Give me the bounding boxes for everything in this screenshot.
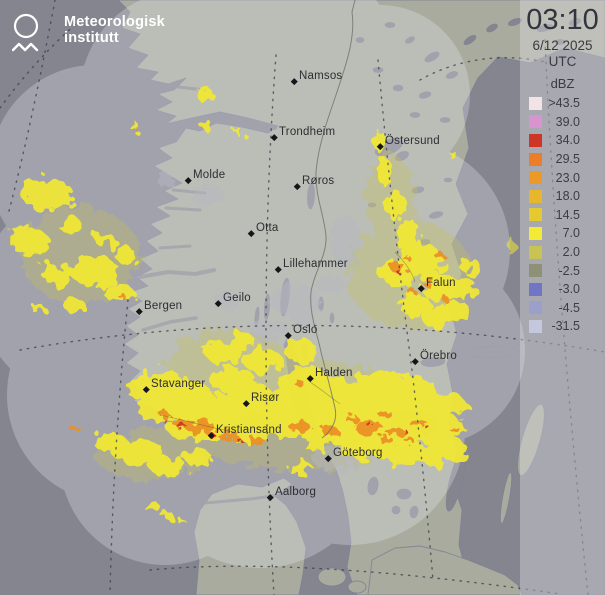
legend-row: -3.0	[520, 280, 605, 299]
legend-value: >43.5	[548, 96, 580, 111]
legend-row: -4.5	[520, 299, 605, 318]
legend-color-swatch	[529, 282, 542, 296]
legend-unit: dBZ	[550, 76, 575, 91]
legend-scale: >43.5 39.0 34.0 29.5 23.0 18.0 14.5 7.0 2.0 -2.5 -…	[520, 94, 605, 336]
legend-row: >43.5	[520, 94, 605, 113]
legend-color-swatch	[529, 115, 542, 129]
legend-value: 39.0	[555, 114, 580, 129]
clock-time: 03:10	[526, 4, 599, 36]
legend-row: 18.0	[520, 187, 605, 206]
legend-value: -2.5	[558, 263, 580, 278]
met-logo-line2: institutt	[64, 29, 119, 46]
legend-color-swatch	[529, 171, 542, 185]
met-logo-icon	[12, 13, 39, 52]
legend-value: 2.0	[562, 245, 580, 260]
met-logo-text: Meteorologisk institutt	[64, 14, 165, 54]
legend-value: 7.0	[562, 226, 580, 241]
legend-value: 23.0	[555, 170, 580, 185]
legend-value: -3.0	[558, 282, 580, 297]
legend-color-swatch	[529, 96, 542, 110]
met-logo: Meteorologisk institutt	[12, 12, 165, 54]
legend-row: 2.0	[520, 243, 605, 262]
legend-value: 14.5	[555, 207, 580, 222]
legend-color-swatch	[529, 133, 542, 147]
legend-panel: 03:10 6/12 2025 UTC dBZ >43.5 39.0 34.0 29.…	[520, 0, 605, 595]
clock-date: 6/12 2025	[532, 38, 593, 53]
legend-color-swatch	[529, 226, 542, 240]
legend-value: -4.5	[558, 300, 580, 315]
legend-color-swatch	[529, 189, 542, 203]
border-layer	[159, 0, 416, 439]
legend-row: 14.5	[520, 206, 605, 225]
met-logo-line1: Meteorologisk	[64, 14, 165, 30]
legend-value: -31.5	[551, 319, 581, 334]
legend-color-swatch	[529, 319, 542, 333]
legend-row: 23.0	[520, 168, 605, 187]
legend-color-swatch	[529, 245, 542, 259]
clock-timezone: UTC	[548, 54, 577, 69]
legend-row: -31.5	[520, 317, 605, 336]
legend-value: 29.5	[555, 152, 580, 167]
legend-color-swatch	[529, 208, 542, 222]
legend-row: 39.0	[520, 113, 605, 132]
legend-value: 34.0	[555, 133, 580, 148]
legend-row: 34.0	[520, 131, 605, 150]
legend-color-swatch	[529, 152, 542, 166]
legend-row: 29.5	[520, 150, 605, 169]
legend-color-swatch	[529, 264, 542, 278]
legend-color-swatch	[529, 301, 542, 315]
precipitation-layer	[10, 86, 515, 527]
legend-value: 18.0	[555, 189, 580, 204]
legend-row: -2.5	[520, 261, 605, 280]
legend-row: 7.0	[520, 224, 605, 243]
